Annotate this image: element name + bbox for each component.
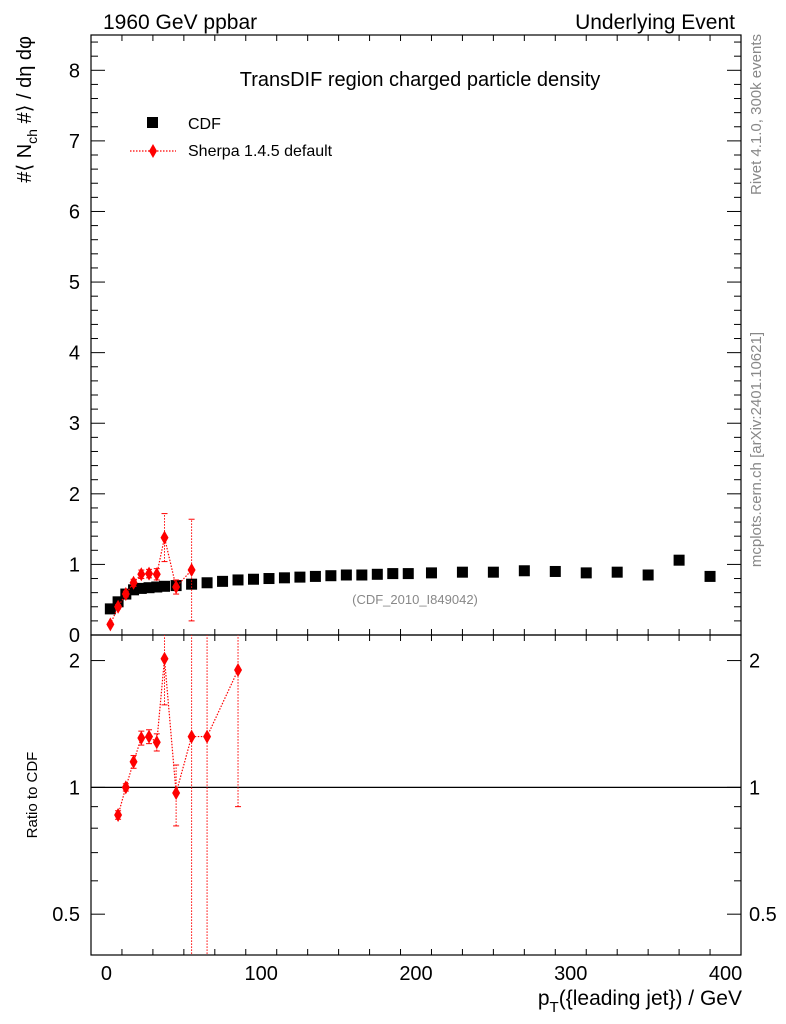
cdf-point bbox=[580, 567, 592, 579]
cdf-point bbox=[294, 571, 306, 583]
cdf-point bbox=[143, 582, 155, 594]
legend-cdf-label: CDF bbox=[188, 116, 221, 133]
cdf-point bbox=[549, 565, 561, 577]
legend: CDF Sherpa 1.4.5 default bbox=[130, 116, 333, 160]
cdf-point bbox=[340, 569, 352, 581]
cdf-point bbox=[456, 566, 468, 578]
header-right: Underlying Event bbox=[575, 11, 735, 34]
y-tick-label: 5 bbox=[69, 272, 80, 294]
cdf-point bbox=[642, 569, 654, 581]
cdf-point bbox=[159, 580, 171, 592]
legend-cdf-marker bbox=[147, 117, 158, 128]
cdf-point bbox=[135, 582, 147, 594]
cdf-point bbox=[611, 566, 623, 578]
y-tick-label: 0 bbox=[69, 625, 80, 647]
ratio-plot-area bbox=[114, 635, 243, 955]
cdf-point bbox=[487, 566, 499, 578]
ratio-sherpa-point bbox=[152, 735, 161, 750]
header-left: 1960 GeV ppbar bbox=[103, 11, 257, 34]
cdf-point bbox=[356, 569, 368, 581]
ylabel-sub: ch bbox=[24, 129, 40, 144]
cdf-point bbox=[309, 570, 321, 582]
x-axis-label: pT({leading jet}) / GeV bbox=[538, 987, 742, 1016]
y-tick-label: 8 bbox=[69, 60, 80, 82]
ratio-sherpa-line bbox=[117, 658, 239, 816]
chart-title: TransDIF region charged particle density bbox=[240, 69, 601, 91]
y-tick-label: 6 bbox=[69, 201, 80, 223]
sherpa-point bbox=[121, 587, 130, 602]
main-axes: 0 100 200 300 400 0 1 2 3 4 5 6 7 8 bbox=[69, 35, 742, 985]
xlabel-main: p bbox=[538, 987, 550, 1010]
x-tick-label: 100 bbox=[245, 963, 278, 985]
cdf-point bbox=[387, 568, 399, 580]
xlabel-rest: ({leading jet}) / GeV bbox=[559, 987, 742, 1010]
ratio-sherpa-point bbox=[145, 729, 154, 744]
cdf-point bbox=[673, 554, 685, 566]
cdf-point bbox=[248, 573, 259, 585]
ratio-y-tick-label-left: 1 bbox=[69, 777, 80, 799]
x-tick-label: 400 bbox=[709, 963, 742, 985]
sherpa-point bbox=[129, 575, 138, 590]
main-plot-area bbox=[104, 513, 716, 632]
cdf-point bbox=[278, 572, 290, 584]
sherpa-point bbox=[114, 599, 123, 614]
ratio-sherpa-point bbox=[187, 729, 196, 744]
ratio-sherpa-point bbox=[137, 730, 146, 745]
cdf-point bbox=[371, 568, 383, 580]
cdf-point bbox=[232, 574, 244, 586]
analysis-watermark: (CDF_2010_I849042) bbox=[352, 592, 478, 607]
ratio-sherpa-point bbox=[129, 754, 138, 769]
xlabel-sub: T bbox=[550, 999, 559, 1016]
y-tick-label: 2 bbox=[69, 484, 80, 506]
ratio-y-tick-label-right: 0.5 bbox=[749, 904, 777, 926]
ratio-y-tick-label-right: 1 bbox=[749, 777, 760, 799]
sherpa-point bbox=[106, 617, 115, 632]
x-tick-label: 0 bbox=[101, 963, 112, 985]
ylabel-pre: #⟨ N bbox=[14, 144, 36, 183]
ratio-panel-frame bbox=[90, 634, 742, 956]
x-tick-label: 200 bbox=[399, 963, 432, 985]
cdf-point bbox=[104, 603, 116, 615]
rivet-label: Rivet 4.1.0, 300k events bbox=[748, 34, 765, 195]
cdf-point bbox=[704, 570, 716, 582]
ratio-y-tick-label-left: 2 bbox=[69, 651, 80, 673]
sherpa-point bbox=[172, 580, 181, 594]
main-y-axis-label: #⟨ Nch #⟩ / dη dφ bbox=[14, 36, 40, 183]
legend-sherpa-marker bbox=[149, 144, 157, 158]
cdf-point bbox=[151, 581, 163, 593]
cdf-point bbox=[263, 573, 275, 585]
y-tick-label: 4 bbox=[69, 343, 80, 365]
cdf-point bbox=[201, 577, 213, 589]
ratio-sherpa-point bbox=[114, 807, 123, 822]
ratio-axes: 0.5 0.5 1 1 2 2 bbox=[52, 651, 777, 956]
ratio-y-tick-label-left: 0.5 bbox=[52, 904, 80, 926]
sherpa-point bbox=[187, 563, 196, 578]
mcplots-label: mcplots.cern.ch [arXiv:2401.10621] bbox=[748, 332, 765, 567]
x-tick-label: 300 bbox=[554, 963, 587, 985]
ratio-sherpa-point bbox=[234, 662, 243, 677]
sherpa-point bbox=[152, 567, 161, 582]
ratio-y-axis-label: Ratio to CDF bbox=[24, 752, 41, 839]
cdf-point bbox=[217, 575, 229, 587]
cdf-point bbox=[518, 565, 530, 577]
cdf-point bbox=[425, 567, 437, 579]
cdf-point bbox=[128, 584, 140, 596]
ratio-sherpa-point bbox=[121, 780, 130, 795]
y-tick-label: 1 bbox=[69, 554, 80, 576]
y-tick-label: 7 bbox=[69, 131, 80, 153]
sherpa-point bbox=[160, 530, 169, 545]
y-tick-label: 3 bbox=[69, 413, 80, 435]
ylabel-post: #⟩ / dη dφ bbox=[14, 36, 36, 129]
cdf-point bbox=[402, 568, 414, 580]
ratio-sherpa-point bbox=[203, 729, 212, 744]
sherpa-line bbox=[109, 537, 193, 625]
cdf-point bbox=[325, 570, 337, 582]
ratio-sherpa-point bbox=[172, 785, 181, 800]
sherpa-point bbox=[137, 567, 146, 582]
legend-sherpa-label: Sherpa 1.4.5 default bbox=[188, 143, 333, 160]
sherpa-point bbox=[145, 566, 154, 581]
ratio-y-tick-label-right: 2 bbox=[749, 651, 760, 673]
ratio-sherpa-point bbox=[160, 651, 169, 666]
